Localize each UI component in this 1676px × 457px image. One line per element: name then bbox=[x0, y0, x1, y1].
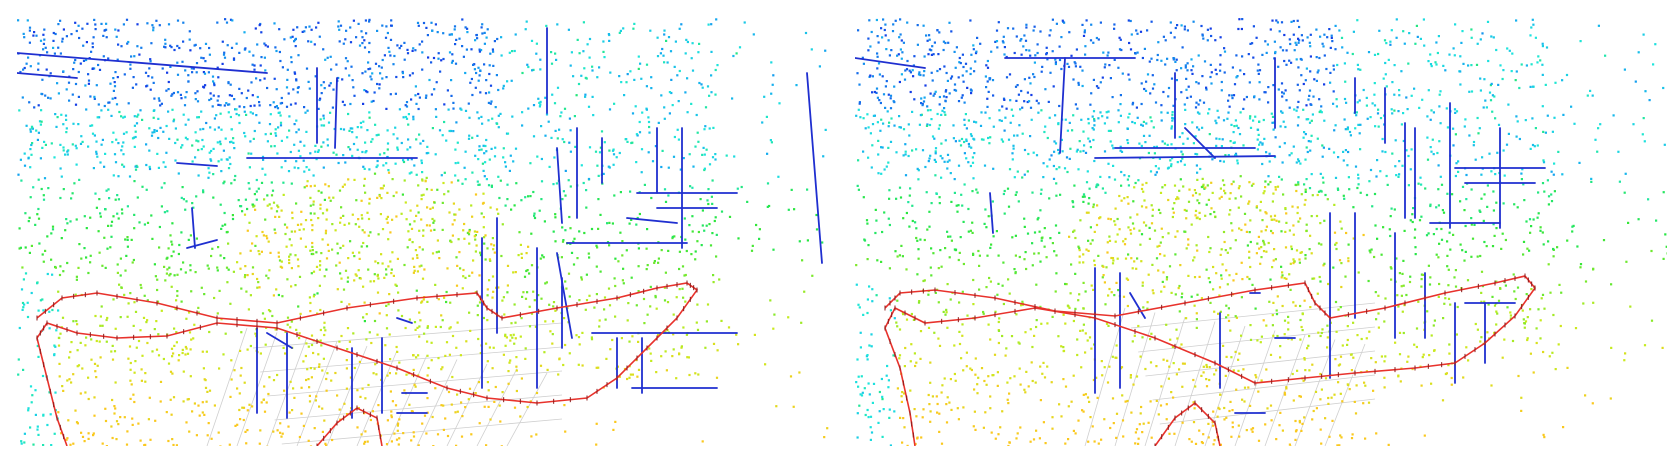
point-cloud-right bbox=[855, 18, 1667, 446]
point-cloud-panel-left bbox=[17, 18, 829, 446]
point-cloud-left bbox=[17, 18, 829, 446]
point-cloud-panel-right bbox=[855, 18, 1667, 446]
